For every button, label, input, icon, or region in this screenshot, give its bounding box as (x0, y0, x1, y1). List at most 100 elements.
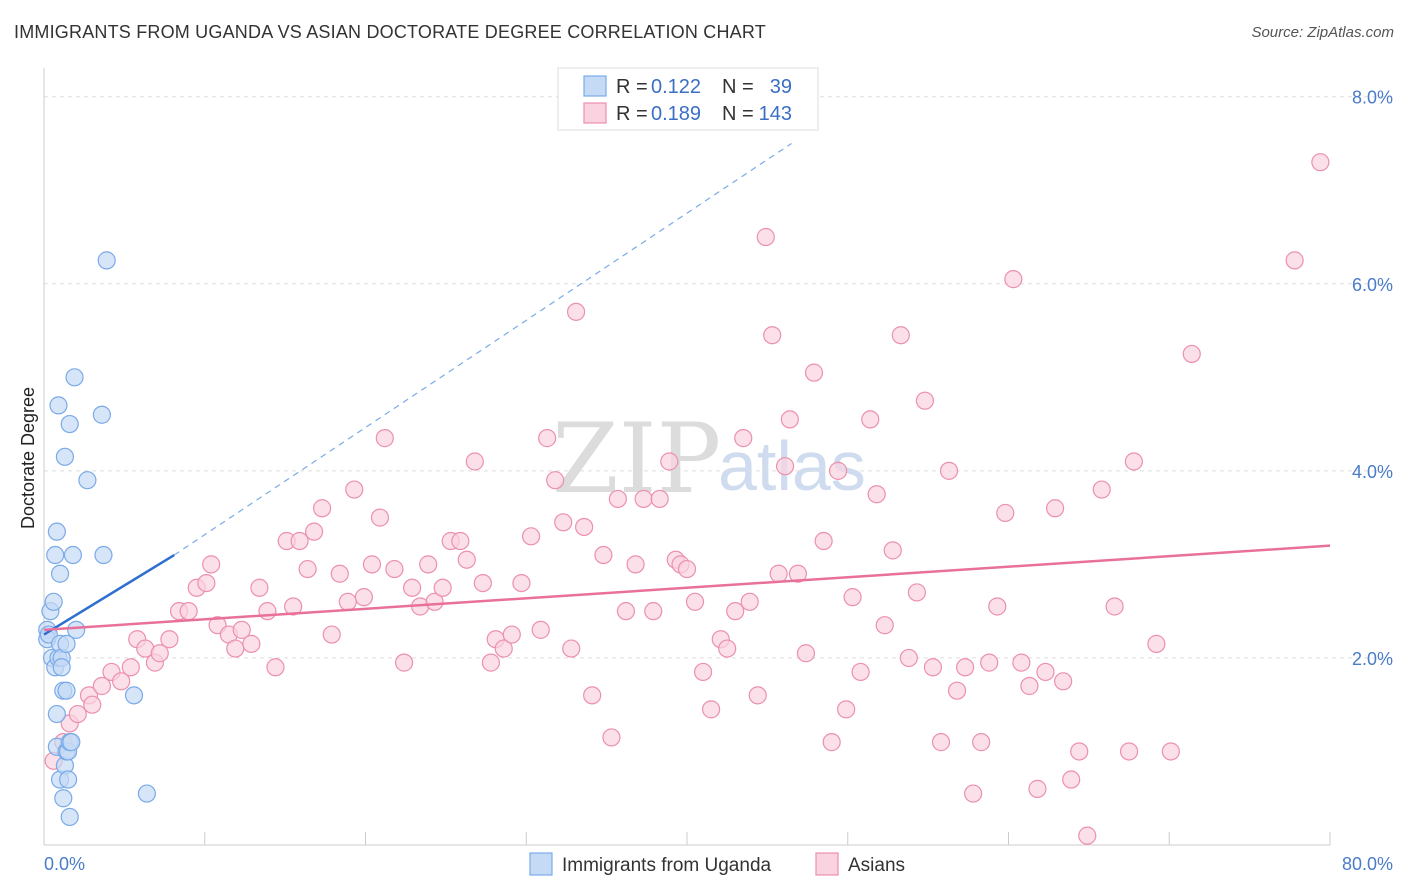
asians-point (726, 602, 745, 621)
asians-point (226, 639, 245, 658)
asians-point (634, 489, 653, 509)
asians-point (875, 616, 894, 635)
bottom-legend-swatch-uganda (529, 852, 553, 876)
asians-point (972, 733, 991, 752)
uganda-point (59, 770, 78, 789)
asians-point (822, 733, 841, 752)
asians-point (304, 522, 324, 541)
legend-swatch-asians (583, 102, 607, 124)
asians-point (583, 686, 602, 705)
asians-point (939, 461, 959, 480)
y-tick-label: 4.0% (1352, 462, 1393, 482)
asians-point (338, 592, 357, 611)
asians-point (202, 555, 221, 574)
asians-point (531, 620, 550, 639)
correlation-legend: R = 0.122 N = 39 R = 0.189 N = 143 (557, 67, 819, 131)
asians-point (1147, 634, 1166, 653)
asians-point (494, 639, 513, 658)
uganda-point (60, 414, 79, 434)
asians-point (242, 634, 261, 653)
asians-point (1012, 653, 1031, 672)
legend-n-value-uganda: 39 (770, 76, 792, 98)
bottom-legend-label-uganda: Immigrants from Uganda (562, 855, 772, 876)
asians-point (1020, 676, 1039, 696)
asians-point (851, 662, 870, 682)
asians-point (266, 658, 285, 677)
uganda-point (63, 545, 83, 565)
asians-point (322, 625, 341, 644)
asians-point (923, 658, 943, 677)
uganda-point (50, 564, 70, 583)
asians-point (602, 728, 621, 747)
asians-point (1036, 662, 1055, 682)
asians-point (1285, 251, 1304, 270)
asians-point (298, 559, 317, 579)
asians-point (677, 559, 697, 579)
asians-point (915, 391, 935, 410)
asians-point (1124, 452, 1143, 471)
trend-lines (43, 142, 1331, 636)
asians-point (685, 592, 705, 611)
uganda-point (94, 545, 113, 565)
uganda-point (67, 620, 86, 639)
y-tick-label: 6.0% (1352, 275, 1393, 295)
asians-point (512, 573, 531, 593)
asians-point (1105, 597, 1124, 616)
asians-point (608, 489, 627, 509)
asians-point (907, 583, 926, 602)
y-axis-tick-labels: 2.0% 4.0% 6.0% 8.0% (1352, 88, 1393, 669)
asians-point (1004, 270, 1023, 289)
asians-point (160, 630, 179, 649)
uganda-point (47, 522, 66, 541)
y-tick-label: 8.0% (1352, 88, 1393, 108)
asians-point (861, 410, 880, 429)
asians-point (947, 681, 967, 700)
asians-point (891, 326, 910, 345)
uganda-point (52, 658, 71, 677)
uganda-point (49, 396, 68, 415)
legend-swatch-uganda (583, 75, 607, 97)
asians-point (1078, 826, 1097, 845)
asians-point (796, 644, 816, 663)
asians-point (650, 489, 669, 509)
asians-point (867, 485, 886, 504)
series-immigrants-from-uganda (38, 251, 156, 827)
asians-point (1311, 153, 1330, 172)
series-asians (44, 153, 1330, 845)
asians-point (734, 429, 753, 448)
uganda-point (54, 789, 73, 808)
uganda-point (65, 368, 84, 387)
asians-point (988, 597, 1007, 616)
asians-point (290, 531, 309, 551)
asians-point (425, 592, 444, 611)
asians-point (1046, 499, 1065, 518)
asians-point (616, 602, 636, 621)
asians-point (232, 620, 251, 639)
asians-point (284, 597, 303, 616)
asians-point (1028, 779, 1047, 798)
asians-point (1119, 742, 1139, 761)
asians-point (197, 573, 216, 593)
uganda-point (46, 545, 65, 565)
asians-point (1054, 672, 1073, 691)
bottom-legend-swatch-asians (815, 852, 839, 876)
asians-point (814, 531, 833, 551)
asians-point (644, 602, 663, 621)
asians-point (92, 676, 111, 696)
asians-point (394, 653, 414, 672)
asians-point (546, 471, 565, 490)
asians-point (829, 461, 848, 480)
asians-point (1161, 742, 1180, 761)
asians-point (403, 578, 422, 597)
asians-point (702, 700, 721, 719)
asians-point (775, 457, 795, 476)
asians-point (502, 625, 521, 644)
asians-point (370, 508, 390, 527)
asians-point (419, 555, 438, 574)
uganda-point (55, 447, 74, 466)
asians-point (330, 564, 349, 583)
source-credit: Source: ZipAtlas.com (1251, 24, 1394, 41)
asians-point (899, 648, 918, 668)
x-tick-label-max: 80.0% (1342, 854, 1393, 874)
